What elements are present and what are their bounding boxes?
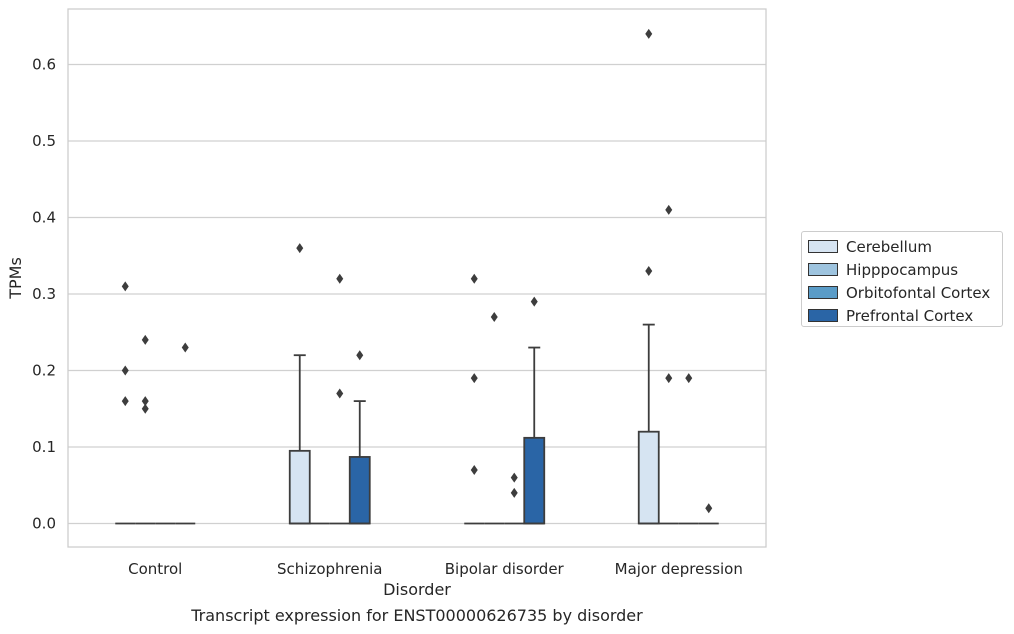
x-tick-labels: Control Schizophrenia Bipolar disorder Majo… [128, 560, 743, 578]
outlier-point [510, 487, 518, 498]
y-tick-label: 0.0 [32, 515, 56, 533]
legend-swatch [808, 240, 838, 253]
box-cerebellum [115, 281, 136, 525]
legend-item: Orbitofontal Cortex [808, 281, 1002, 304]
outlier-point [356, 350, 364, 361]
box-hipppocampus [484, 311, 505, 525]
outlier-point [181, 342, 189, 353]
outlier-point [645, 28, 653, 39]
legend-label: Cerebellum [846, 237, 932, 256]
x-axis-label: Disorder [383, 580, 451, 599]
y-tick-labels: 0.0 0.1 0.2 0.3 0.4 0.5 0.6 [32, 56, 56, 533]
box-body [348, 456, 371, 525]
outlier-point [336, 273, 344, 284]
legend-item: Prefrontal Cortex [808, 304, 1002, 327]
outlier-point [705, 503, 713, 514]
box-body [637, 430, 660, 525]
box-cerebellum [288, 243, 311, 525]
figure-caption: Transcript expression for ENST0000062673… [191, 606, 643, 625]
box-prefrontal-cortex [523, 296, 546, 525]
outlier-point [141, 403, 149, 414]
outlier-point [470, 373, 478, 384]
legend-item: Hipppocampus [808, 258, 1002, 281]
outlier-point [530, 296, 538, 307]
legend-swatch [808, 286, 838, 299]
outlier-point [121, 281, 129, 292]
x-tick-label: Schizophrenia [277, 560, 382, 578]
y-tick-label: 0.1 [32, 438, 56, 456]
outlier-point [665, 204, 673, 215]
outlier-point [121, 365, 129, 376]
outlier-point [490, 311, 498, 322]
outlier-point [470, 273, 478, 284]
box-cerebellum [464, 273, 485, 525]
y-tick-label: 0.4 [32, 209, 56, 227]
box-hipppocampus [135, 334, 156, 525]
outlier-point [510, 472, 518, 483]
outlier-point [470, 464, 478, 475]
gridlines [68, 63, 766, 525]
y-tick-label: 0.5 [32, 132, 56, 150]
legend: Cerebellum Hipppocampus Orbitofontal Corte… [801, 231, 1003, 327]
legend-label: Hipppocampus [846, 260, 959, 279]
outlier-point [141, 334, 149, 345]
outlier-point [296, 243, 304, 254]
outlier-point [121, 396, 129, 407]
x-tick-label: Major depression [615, 560, 743, 578]
box-prefrontal-cortex [175, 342, 196, 525]
plot-frame [67, 8, 767, 548]
box-body [288, 449, 311, 525]
y-axis-label: TPMs [6, 257, 25, 300]
box-orbitofontal-cortex [504, 472, 525, 525]
box-hipppocampus [658, 204, 679, 525]
legend-label: Orbitofontal Cortex [846, 283, 991, 302]
y-tick-label: 0.3 [32, 285, 56, 303]
outlier-point [141, 396, 149, 407]
box-body [523, 436, 546, 525]
outlier-point [336, 388, 344, 399]
y-tick-label: 0.6 [32, 56, 56, 74]
box-cerebellum [637, 28, 660, 525]
boxes [115, 28, 719, 525]
legend-item: Cerebellum [808, 235, 1002, 258]
legend-swatch [808, 263, 838, 276]
x-tick-label: Bipolar disorder [445, 560, 565, 578]
box-orbitofontal-cortex [329, 273, 350, 525]
box-orbitofontal-cortex [678, 373, 699, 525]
box-prefrontal-cortex [698, 503, 719, 525]
legend-swatch [808, 309, 838, 322]
outlier-point [685, 373, 693, 384]
outlier-point [665, 373, 673, 384]
y-tick-label: 0.2 [32, 362, 56, 380]
legend-label: Prefrontal Cortex [846, 306, 974, 325]
box-prefrontal-cortex [348, 350, 371, 525]
outlier-point [645, 266, 653, 277]
x-tick-label: Control [128, 560, 182, 578]
